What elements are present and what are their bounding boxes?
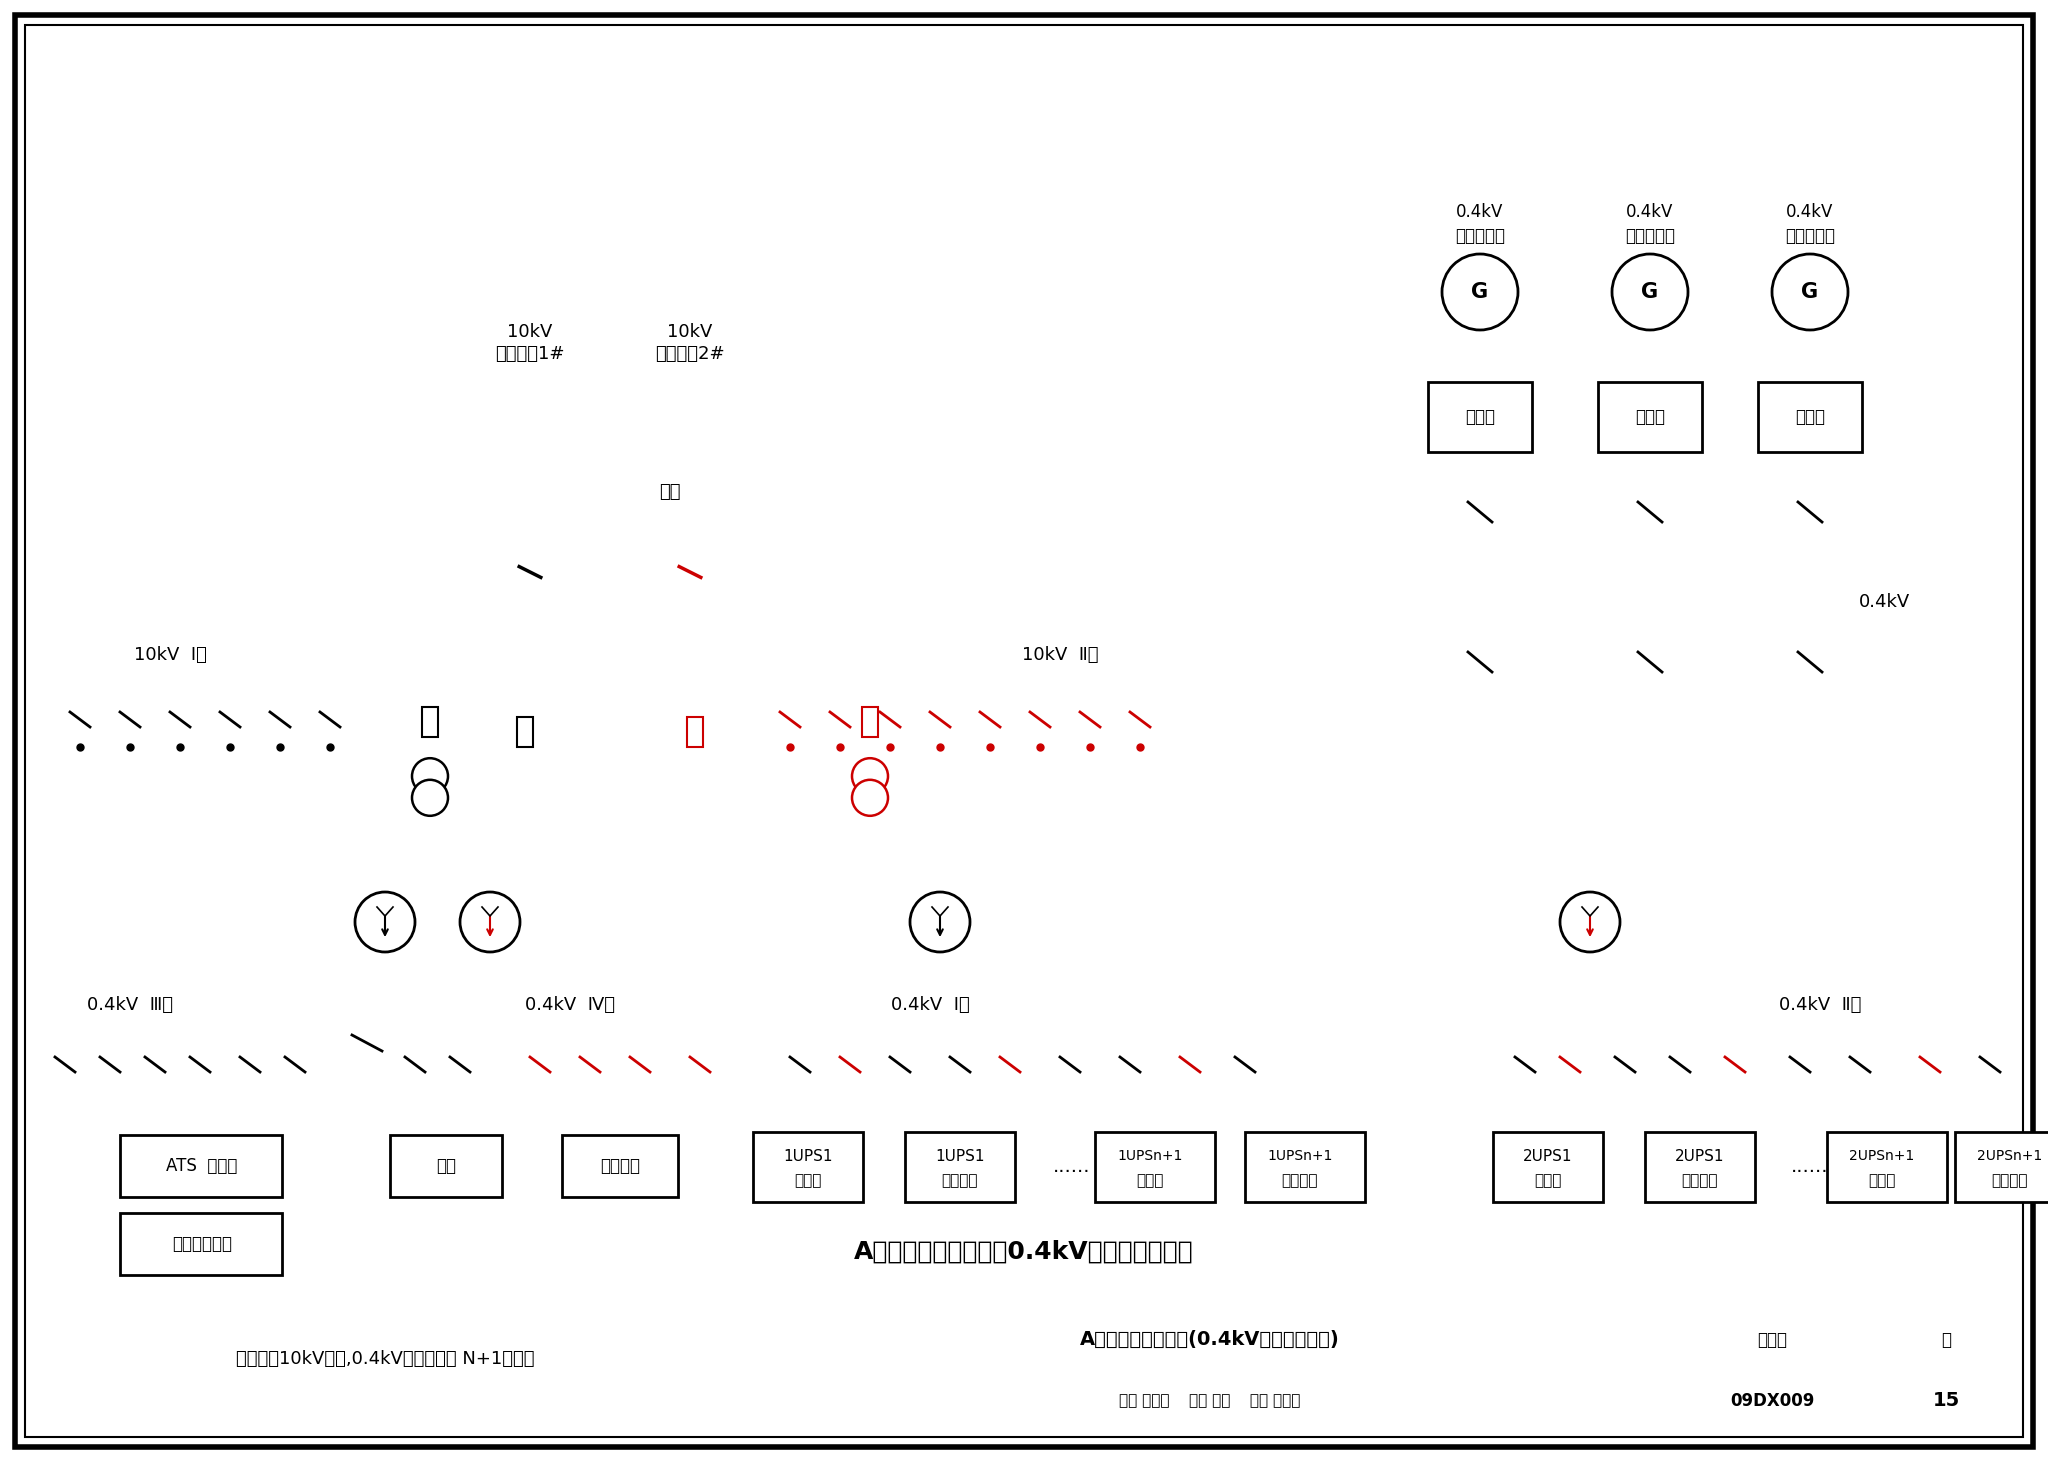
Text: 柴油发电机: 柴油发电机 xyxy=(1786,227,1835,246)
Circle shape xyxy=(852,759,889,794)
Bar xyxy=(422,708,438,737)
Bar xyxy=(1757,382,1862,452)
Text: 2UPSn+1: 2UPSn+1 xyxy=(1849,1149,1915,1164)
Circle shape xyxy=(909,892,971,952)
Text: 照明: 照明 xyxy=(436,1156,457,1175)
Text: 旁路电源: 旁路电源 xyxy=(942,1174,979,1189)
Text: 主电源: 主电源 xyxy=(1137,1174,1163,1189)
Text: 0.4kV  Ⅳ段: 0.4kV Ⅳ段 xyxy=(524,996,614,1015)
Text: 控制屏: 控制屏 xyxy=(1634,408,1665,425)
Text: 0.4kV: 0.4kV xyxy=(1860,594,1911,611)
Bar xyxy=(754,1132,862,1202)
Text: ......: ...... xyxy=(1792,1158,1829,1177)
Text: 2UPSn+1: 2UPSn+1 xyxy=(1978,1149,2042,1164)
Text: 旁路电源: 旁路电源 xyxy=(1282,1174,1319,1189)
Circle shape xyxy=(354,892,416,952)
Text: 1UPS1: 1UPS1 xyxy=(782,1149,834,1164)
Text: 控制屏: 控制屏 xyxy=(1464,408,1495,425)
Bar xyxy=(1427,382,1532,452)
Text: 页: 页 xyxy=(1942,1330,1952,1348)
Text: 注：两路10kV电源,0.4kV柴油发电机 N+1配置。: 注：两路10kV电源,0.4kV柴油发电机 N+1配置。 xyxy=(236,1349,535,1368)
Bar xyxy=(1096,1132,1214,1202)
Bar xyxy=(561,1135,678,1197)
Text: 0.4kV: 0.4kV xyxy=(1626,203,1673,221)
Text: 10kV: 10kV xyxy=(508,323,553,341)
Bar xyxy=(862,708,879,737)
Bar xyxy=(1493,1132,1604,1202)
Bar xyxy=(686,716,702,747)
Text: 0.4kV: 0.4kV xyxy=(1786,203,1833,221)
Circle shape xyxy=(1561,892,1620,952)
Bar xyxy=(121,1213,283,1275)
Text: ......: ...... xyxy=(1053,1158,1092,1177)
Text: 0.4kV  Ⅰ段: 0.4kV Ⅰ段 xyxy=(891,996,969,1015)
Text: 其他负荷: 其他负荷 xyxy=(600,1156,639,1175)
Circle shape xyxy=(852,779,889,816)
Circle shape xyxy=(1442,254,1518,330)
Circle shape xyxy=(1612,254,1688,330)
Text: 09DX009: 09DX009 xyxy=(1731,1392,1815,1409)
Text: 0.4kV  Ⅱ段: 0.4kV Ⅱ段 xyxy=(1780,996,1862,1015)
Text: 联锁: 联锁 xyxy=(659,482,680,501)
Text: 10kV  Ⅰ段: 10kV Ⅰ段 xyxy=(133,646,207,664)
Text: 市电电源1#: 市电电源1# xyxy=(496,345,565,363)
Text: 10kV  Ⅱ段: 10kV Ⅱ段 xyxy=(1022,646,1098,664)
Bar xyxy=(905,1132,1016,1202)
Text: 主电源: 主电源 xyxy=(795,1174,821,1189)
Circle shape xyxy=(1772,254,1847,330)
Text: 2UPS1: 2UPS1 xyxy=(1524,1149,1573,1164)
Text: 主电源: 主电源 xyxy=(1534,1174,1563,1189)
Circle shape xyxy=(461,892,520,952)
Text: A级机房供电系统图(0.4kV柴油发电机组): A级机房供电系统图(0.4kV柴油发电机组) xyxy=(1079,1330,1339,1349)
Bar xyxy=(389,1135,502,1197)
Text: 0.4kV: 0.4kV xyxy=(1456,203,1503,221)
Text: 15: 15 xyxy=(1933,1392,1960,1411)
Bar xyxy=(1597,382,1702,452)
Text: 旁路电源: 旁路电源 xyxy=(1993,1174,2028,1189)
Text: 柴油发电机: 柴油发电机 xyxy=(1624,227,1675,246)
Text: 图集号: 图集号 xyxy=(1757,1330,1788,1348)
Text: 市电电源2#: 市电电源2# xyxy=(655,345,725,363)
Text: G: G xyxy=(1640,282,1659,303)
Text: G: G xyxy=(1802,282,1819,303)
Bar xyxy=(1245,1132,1366,1202)
Text: 柴油发电机: 柴油发电机 xyxy=(1454,227,1505,246)
Bar xyxy=(1956,1132,2048,1202)
Text: 10kV: 10kV xyxy=(668,323,713,341)
Text: 机房专用空调: 机房专用空调 xyxy=(172,1235,231,1253)
Text: G: G xyxy=(1470,282,1489,303)
Text: 1UPSn+1: 1UPSn+1 xyxy=(1268,1149,1333,1164)
Bar xyxy=(121,1135,283,1197)
Text: 审核 钟景华    校对 孙兰    设计 张大光: 审核 钟景华 校对 孙兰 设计 张大光 xyxy=(1120,1393,1300,1408)
Bar xyxy=(1645,1132,1755,1202)
Bar xyxy=(1827,1132,1948,1202)
Text: 2UPS1: 2UPS1 xyxy=(1675,1149,1724,1164)
Text: 旁路电源: 旁路电源 xyxy=(1681,1174,1718,1189)
Text: ATS  配电柜: ATS 配电柜 xyxy=(166,1156,238,1175)
Text: 0.4kV  Ⅲ段: 0.4kV Ⅲ段 xyxy=(86,996,172,1015)
Text: A级机房供电系统图（0.4kV柴油发电机组）: A级机房供电系统图（0.4kV柴油发电机组） xyxy=(854,1240,1194,1265)
Circle shape xyxy=(412,779,449,816)
Text: 1UPS1: 1UPS1 xyxy=(936,1149,985,1164)
Text: 控制屏: 控制屏 xyxy=(1794,408,1825,425)
Circle shape xyxy=(412,759,449,794)
Bar xyxy=(516,716,532,747)
Text: 主电源: 主电源 xyxy=(1868,1174,1896,1189)
Text: 1UPSn+1: 1UPSn+1 xyxy=(1118,1149,1182,1164)
